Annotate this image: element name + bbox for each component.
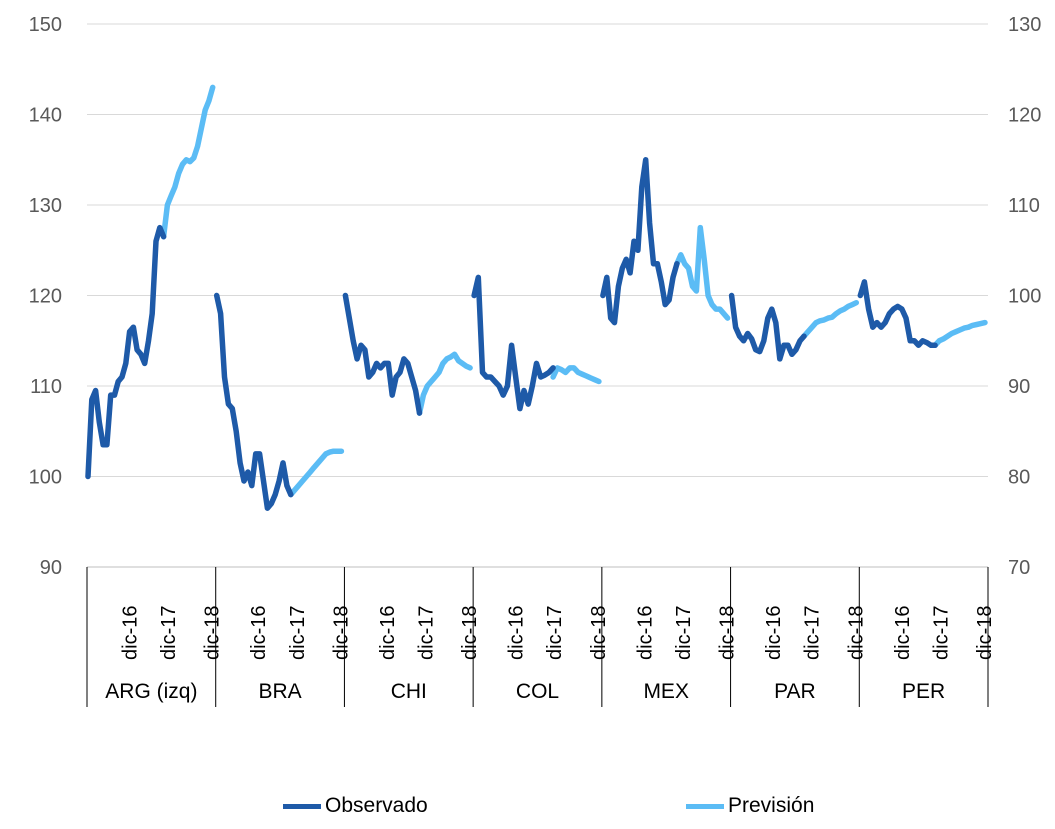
right-y-tick-label: 100 [1008, 286, 1041, 308]
x-tick-label: dic-17 [158, 606, 180, 660]
x-tick-label: dic-16 [634, 606, 656, 660]
right-y-tick-label: 120 [1008, 105, 1041, 127]
series-line-prevision-MEX [674, 224, 731, 321]
series-line-prevision-BRA [288, 448, 345, 498]
series-lines [85, 84, 988, 511]
series-line-prevision-COL [550, 365, 602, 385]
legend-item-observado: Observado [283, 792, 428, 820]
x-tick-label: dic-16 [892, 606, 914, 660]
series-line-observado-MEX [600, 157, 680, 326]
group-label: CHI [391, 680, 427, 703]
left-y-tick-label: 140 [29, 105, 62, 127]
left-y-axis: 90 100 110 120 130 140 150 [29, 14, 62, 579]
gridlines [87, 23, 988, 477]
group-label: PAR [774, 680, 816, 703]
right-y-tick-label: 90 [1008, 376, 1030, 398]
series-line-prevision-PAR [801, 299, 860, 339]
x-tick-label: dic-17 [287, 606, 309, 660]
x-tick-label: dic-18 [202, 606, 224, 660]
x-tick-label: dic-17 [673, 606, 695, 660]
series-line-prevision-CHI [416, 351, 473, 416]
x-tick-label: dic-18 [974, 606, 996, 660]
x-tick-label: dic-16 [506, 606, 528, 660]
group-label: ARG (izq) [105, 680, 197, 703]
right-y-tick-label: 130 [1008, 14, 1041, 36]
left-y-tick-label: 90 [40, 557, 62, 579]
x-tick-label: dic-16 [377, 606, 399, 660]
group-label: BRA [259, 680, 302, 703]
x-tick-label: dic-17 [802, 606, 824, 660]
x-tick-label: dic-17 [544, 606, 566, 660]
legend-swatch-prevision [686, 803, 724, 809]
right-y-axis: 70 80 90 100 110 120 130 [1008, 14, 1041, 579]
x-tick-label: dic-17 [416, 606, 438, 660]
right-y-tick-label: 80 [1008, 467, 1030, 489]
x-tick-label: dic-18 [459, 606, 481, 660]
x-tick-label: dic-16 [248, 606, 270, 660]
series-line-observado-CHI [342, 292, 423, 416]
group-label: PER [902, 680, 945, 703]
series-line-prevision-ARG (izq) [160, 84, 216, 240]
legend-label-observado: Observado [325, 794, 428, 817]
series-line-prevision-PER [932, 319, 988, 349]
series-line-observado-BRA [213, 292, 294, 511]
x-tick-label: dic-16 [120, 606, 142, 660]
legend-label-prevision: Previsión [728, 794, 815, 817]
group-label: COL [516, 680, 559, 703]
left-y-tick-label: 100 [29, 467, 62, 489]
legend-item-prevision: Previsión [686, 792, 814, 820]
x-tick-label: dic-16 [763, 606, 785, 660]
left-y-tick-label: 150 [29, 14, 62, 36]
legend-swatch-observado [283, 803, 321, 809]
left-y-tick-label: 130 [29, 195, 62, 217]
left-y-tick-label: 120 [29, 286, 62, 308]
x-tick-label: dic-17 [930, 606, 952, 660]
x-tick-label: dic-18 [588, 606, 610, 660]
x-tick-label: dic-18 [330, 606, 352, 660]
right-y-tick-label: 110 [1008, 195, 1040, 217]
left-y-tick-label: 110 [30, 376, 62, 398]
series-line-observado-COL [471, 274, 556, 412]
series-line-observado-ARG (izq) [85, 224, 167, 480]
series-line-observado-PAR [728, 292, 807, 362]
x-tick-label: dic-18 [717, 606, 739, 660]
group-label: MEX [643, 680, 689, 703]
series-line-observado-PER [857, 279, 938, 349]
right-y-tick-label: 70 [1008, 557, 1030, 579]
x-tick-label: dic-18 [845, 606, 867, 660]
